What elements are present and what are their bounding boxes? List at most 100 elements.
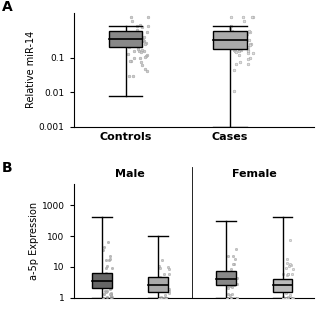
Point	[130, 40, 135, 45]
Point	[237, 39, 242, 44]
Point	[280, 295, 285, 300]
Point	[157, 264, 162, 269]
Point	[165, 265, 170, 270]
Point	[131, 73, 136, 78]
Point	[232, 261, 237, 266]
Point	[105, 283, 110, 288]
Point	[231, 88, 236, 93]
Point	[248, 55, 253, 60]
Point	[280, 295, 285, 300]
Point	[104, 294, 109, 300]
Bar	[216, 271, 236, 285]
Point	[228, 283, 233, 288]
Point	[244, 29, 249, 35]
Point	[231, 67, 236, 72]
Point	[283, 295, 288, 300]
Point	[146, 15, 151, 20]
Point	[284, 265, 289, 270]
Point	[100, 295, 106, 300]
Point	[142, 67, 147, 72]
Point	[230, 284, 235, 289]
Point	[234, 276, 239, 281]
Point	[233, 49, 238, 54]
Point	[139, 62, 144, 67]
Point	[281, 295, 286, 300]
Point	[144, 40, 149, 45]
Point	[145, 23, 150, 28]
Point	[135, 46, 140, 52]
Point	[231, 253, 236, 258]
Point	[159, 275, 164, 280]
Point	[130, 40, 135, 45]
Point	[287, 264, 292, 269]
Point	[232, 275, 237, 280]
Point	[281, 272, 286, 277]
Point	[247, 29, 252, 34]
Text: Female: Female	[232, 169, 277, 180]
Point	[225, 253, 230, 258]
Point	[129, 38, 134, 43]
Point	[250, 14, 255, 20]
Point	[246, 57, 251, 62]
Point	[287, 281, 292, 286]
Point	[285, 295, 290, 300]
Point	[284, 272, 290, 277]
Point	[164, 295, 169, 300]
Point	[161, 282, 166, 287]
Bar	[148, 277, 168, 292]
Point	[234, 38, 239, 43]
Point	[237, 60, 243, 65]
Point	[128, 14, 133, 20]
Point	[236, 47, 241, 52]
Point	[129, 19, 134, 24]
Point	[145, 68, 150, 74]
Point	[228, 45, 233, 50]
Point	[247, 41, 252, 46]
Point	[160, 295, 165, 300]
Point	[166, 287, 172, 292]
Point	[225, 295, 230, 300]
Point	[108, 290, 114, 295]
Point	[228, 14, 234, 20]
Point	[285, 271, 290, 276]
Point	[158, 295, 163, 300]
Point	[108, 292, 113, 297]
Point	[286, 281, 292, 286]
Point	[233, 270, 238, 275]
Text: A: A	[2, 0, 12, 13]
Point	[231, 261, 236, 267]
Point	[104, 289, 109, 294]
Point	[284, 261, 289, 266]
Y-axis label: a-5p Expression: a-5p Expression	[29, 202, 39, 280]
Point	[156, 279, 161, 284]
Point	[141, 38, 147, 44]
Point	[101, 291, 107, 296]
Point	[228, 292, 233, 297]
Point	[141, 37, 146, 43]
Point	[107, 286, 112, 292]
Point	[108, 295, 113, 300]
Point	[126, 44, 131, 49]
Point	[128, 59, 133, 64]
Point	[110, 265, 115, 270]
Point	[106, 257, 111, 262]
Point	[143, 54, 148, 60]
Point	[132, 49, 137, 54]
Point	[139, 35, 144, 40]
Point	[230, 292, 235, 297]
Point	[135, 28, 140, 33]
Point	[167, 289, 172, 294]
Point	[108, 256, 113, 261]
Point	[280, 295, 285, 300]
Point	[126, 73, 132, 78]
Point	[234, 49, 239, 54]
Point	[141, 48, 147, 53]
Point	[231, 47, 236, 52]
Point	[235, 295, 240, 300]
Point	[166, 267, 171, 272]
Point	[162, 272, 167, 277]
Point	[237, 49, 242, 54]
Point	[159, 295, 164, 300]
Point	[106, 240, 111, 245]
Point	[285, 272, 290, 277]
